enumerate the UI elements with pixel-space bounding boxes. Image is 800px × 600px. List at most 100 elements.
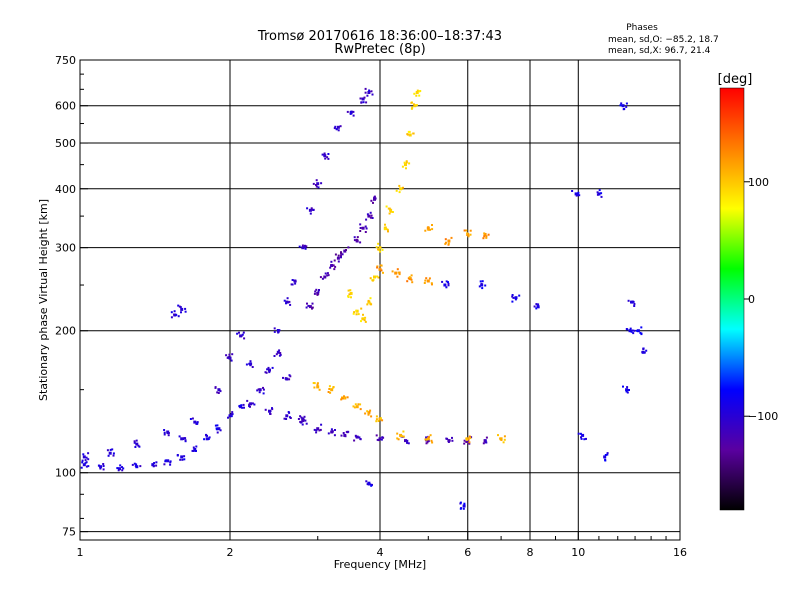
data-point-spread [230,359,233,362]
data-point-spread [333,434,336,437]
series-f1-x-trace [312,382,506,444]
data-point-spread [643,351,646,354]
data-point-spread [356,236,359,239]
data-point [581,433,585,437]
data-point-spread [311,208,314,211]
data-point-spread [359,227,362,229]
data-point-spread [631,300,634,303]
data-point-spread [329,266,332,269]
data-point-spread [316,382,319,385]
data-point [349,291,353,295]
data-point-spread [268,371,271,374]
data-point-spread [102,468,105,471]
data-point-spread [271,407,273,410]
data-point-spread [446,437,449,440]
data-point-spread [253,403,256,406]
data-point-spread [195,445,198,448]
data-point-spread [262,392,265,395]
data-point-spread [369,483,372,486]
data-point-spread [345,249,347,251]
data-point-spread [398,273,401,276]
data-point-spread [375,415,378,418]
data-point-spread [225,354,228,357]
data-point-spread [269,413,272,415]
data-point-spread [80,466,83,469]
data-point-spread [604,459,607,462]
data-point-spread [347,296,350,298]
data-point-spread [271,366,274,369]
data-point-spread [111,448,114,451]
data-point-spread [333,127,336,130]
data-point-spread [481,287,484,290]
data-point-spread [203,438,206,441]
data-point-spread [309,212,312,215]
data-point-spread [169,460,172,463]
data-point-spread [410,278,413,281]
data-point-spread [369,409,372,412]
data-point-spread [363,319,366,322]
data-point-spread [333,268,336,271]
data-point-spread [497,434,499,437]
data-point [404,163,407,167]
data-point-spread [387,207,390,210]
data-point-spread [251,366,254,368]
data-point-spread [418,90,421,93]
data-point-spread [482,442,485,445]
data-point [316,291,320,295]
data-point-spread [311,307,313,310]
data-point-spread [406,280,409,283]
data-point-spread [374,197,377,200]
data-point-spread [278,349,281,352]
data-point-spread [287,301,290,304]
data-point-spread [182,438,185,440]
data-point-spread [403,161,406,164]
data-point-spread [327,274,330,277]
data-point-spread [231,353,234,356]
data-point [367,91,371,94]
y-tick-label: 200 [55,325,76,338]
data-point-spread [580,436,582,439]
x-axis-label: Frequency [MHz] [334,558,426,571]
data-point-spread [577,191,580,194]
data-point-spread [343,397,345,400]
data-point-spread [478,285,481,288]
data-point [621,104,625,108]
series-f2-o-trace-cusp [305,195,377,310]
echo-points [80,87,648,510]
data-point-spread [368,89,371,92]
data-point-spread [391,270,394,273]
data-point-spread [585,437,587,440]
data-point-spread [312,382,315,384]
data-point-spread [334,253,337,256]
data-point-spread [112,452,115,455]
data-point-spread [537,306,540,309]
data-point-spread [427,436,430,438]
data-point-spread [364,225,367,228]
data-point-spread [468,442,471,445]
data-point-spread [117,469,120,472]
data-point-spread [257,388,260,391]
data-point [355,435,359,439]
data-point-spread [301,244,304,247]
data-point-spread [207,438,210,440]
data-point-spread [311,302,314,305]
data-point-spread [344,435,347,438]
data-point-spread [230,413,233,415]
data-point [443,283,447,287]
y-tick-label: 75 [62,526,76,539]
data-point-spread [386,228,389,231]
data-point-spread [288,300,291,303]
data-point-spread [636,329,638,332]
data-point [408,133,412,137]
data-point-spread [184,310,187,313]
chart-subtitle: RwPretec (8p) [334,42,425,57]
data-point-spread [397,438,400,441]
data-point-spread [431,224,433,226]
data-point-spread [424,438,427,441]
data-point-spread [402,430,405,433]
data-point-spread [381,419,384,422]
phases-box-x-stats: mean, sd,X: 96.7, 21.4 [608,46,711,56]
data-point-spread [184,439,187,442]
data-point [415,91,419,94]
data-point [361,97,365,101]
